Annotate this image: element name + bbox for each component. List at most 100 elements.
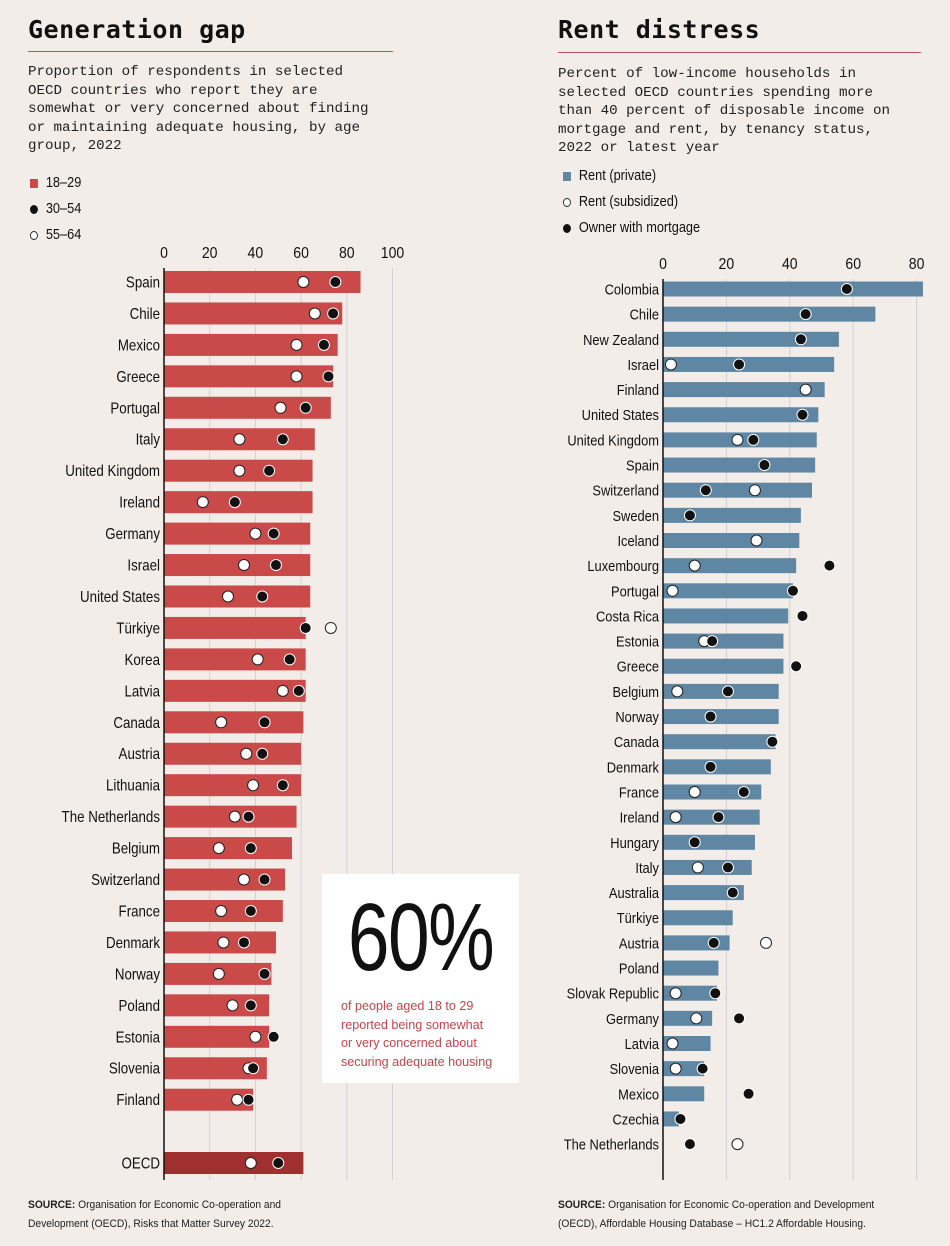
bar <box>663 859 752 875</box>
open-dot-marker <box>671 685 684 698</box>
filled-dot-marker <box>737 786 750 798</box>
bar <box>663 608 789 624</box>
category-label: Ireland <box>620 809 659 826</box>
bar <box>663 960 719 976</box>
category-label: Switzerland <box>592 482 659 499</box>
open-dot-swatch-icon <box>30 230 38 240</box>
subtitle-line: group, 2022 <box>28 138 122 154</box>
bar <box>164 396 331 419</box>
left-chart-title: Generation gap <box>28 15 246 44</box>
filled-dot-marker <box>709 987 722 1000</box>
x-tick-label: 80 <box>909 255 925 273</box>
legend-item-owner-mortgage: Owner with mortgage <box>563 215 700 241</box>
filled-dot-marker <box>327 307 340 320</box>
category-label: Belgium <box>112 841 160 858</box>
category-label: Poland <box>619 960 659 977</box>
category-label: Denmark <box>607 758 659 775</box>
category-label: France <box>119 904 160 921</box>
filled-dot-marker <box>699 484 712 497</box>
category-label: France <box>619 784 659 801</box>
subtitle-line: selected OECD countries spending more <box>558 84 874 101</box>
bar <box>663 533 800 548</box>
open-dot-marker <box>748 484 761 497</box>
bar <box>164 837 292 860</box>
bar <box>164 1025 270 1048</box>
open-dot-marker <box>290 370 303 383</box>
category-label: Italy <box>635 859 659 876</box>
open-dot-marker <box>247 779 260 792</box>
left-source-note: SOURCE: Organisation for Economic Co-ope… <box>28 1196 281 1234</box>
callout-percentage: 60% <box>347 884 495 991</box>
category-label: Mexico <box>618 1085 659 1102</box>
open-dot-marker <box>237 873 250 886</box>
filled-dot-marker <box>258 873 271 886</box>
category-label: Norway <box>115 967 161 984</box>
filled-dot-marker <box>683 509 696 522</box>
category-label: Switzerland <box>91 872 160 889</box>
bar <box>663 658 784 674</box>
category-label: Austria <box>619 934 659 951</box>
filled-dot-marker <box>688 836 701 849</box>
x-tick-label: 0 <box>659 255 667 273</box>
open-dot-marker <box>688 786 701 798</box>
category-label: Luxembourg <box>587 557 659 574</box>
filled-dot-marker <box>263 464 276 477</box>
bar <box>164 365 334 388</box>
filled-dot-marker <box>790 660 803 673</box>
open-dot-marker <box>666 584 679 597</box>
filled-dot-marker <box>758 459 771 472</box>
category-label: Austria <box>119 746 161 763</box>
category-label: Portugal <box>110 400 160 417</box>
right-source-note: SOURCE: Organisation for Economic Co-ope… <box>558 1196 874 1234</box>
filled-dot-swatch-icon <box>563 223 571 233</box>
filled-dot-marker <box>244 999 257 1012</box>
filled-dot-marker <box>299 621 312 634</box>
category-label: Italy <box>136 432 161 449</box>
filled-dot-marker <box>707 936 720 949</box>
bar <box>663 784 762 800</box>
filled-dot-marker <box>796 609 809 622</box>
category-label: Latvia <box>124 683 160 700</box>
filled-dot-marker <box>704 710 717 723</box>
open-dot-marker <box>688 559 701 572</box>
open-dot-marker <box>217 936 230 949</box>
bar <box>663 1086 705 1102</box>
bar <box>663 809 760 825</box>
category-label: Canada <box>113 715 161 732</box>
filled-dot-marker <box>721 861 734 874</box>
legend-label: 18–29 <box>45 175 82 191</box>
category-label: Israel <box>127 558 160 575</box>
bar <box>164 1152 304 1174</box>
filled-dot-marker <box>742 1087 755 1100</box>
legend-item-rent-private: Rent (private) <box>563 163 700 189</box>
legend-label: Rent (subsidized) <box>578 194 679 210</box>
subtitle-line: Proportion of respondents in selected <box>28 64 344 80</box>
bar <box>663 885 744 901</box>
category-label: Canada <box>614 733 659 750</box>
callout-line: of people aged 18 to 29 <box>341 999 474 1013</box>
open-dot-marker <box>215 716 228 729</box>
open-dot-marker <box>215 905 228 917</box>
subtitle-line: or maintaining adequate housing, by age <box>28 119 361 136</box>
bar <box>164 616 306 639</box>
bar <box>663 583 793 599</box>
category-label: New Zealand <box>583 331 659 348</box>
bar <box>164 711 304 734</box>
category-label: Colombia <box>605 281 660 298</box>
open-dot-marker <box>240 747 253 760</box>
filled-dot-marker <box>258 716 271 729</box>
filled-dot-marker <box>322 370 335 383</box>
callout-description: of people aged 18 to 29 reported being s… <box>341 997 531 1071</box>
source-text: Development (OECD), Risks that Matter Su… <box>28 1218 274 1230</box>
category-label: Hungary <box>610 834 659 851</box>
category-label: The Netherlands <box>564 1136 659 1153</box>
open-dot-marker <box>274 401 287 414</box>
bar <box>663 1111 679 1127</box>
category-label: Chile <box>130 306 160 323</box>
x-tick-label: 40 <box>248 244 264 262</box>
category-label: Israel <box>627 356 659 373</box>
open-dot-marker <box>691 861 704 874</box>
category-label: Slovenia <box>610 1060 660 1077</box>
x-tick-label: 40 <box>782 255 798 273</box>
open-dot-marker <box>196 496 209 509</box>
